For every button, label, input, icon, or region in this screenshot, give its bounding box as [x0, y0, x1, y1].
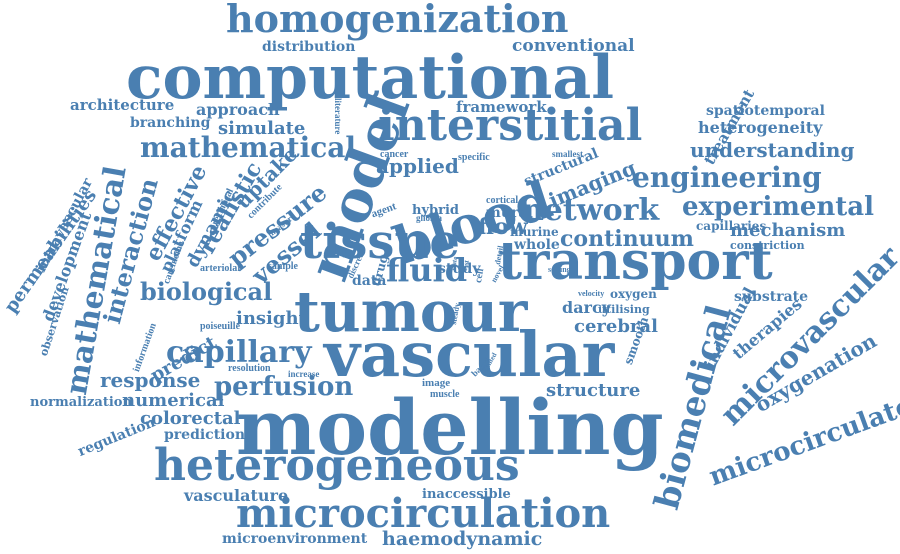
word: constriction: [730, 239, 805, 252]
word: smallest: [552, 149, 583, 159]
word: mechanism: [730, 220, 846, 241]
word: biological: [140, 277, 273, 306]
word: interstitial: [378, 100, 643, 151]
word: muscle: [430, 389, 460, 400]
word: response: [100, 368, 201, 392]
word: fluid: [386, 251, 468, 289]
word: cortical: [486, 195, 519, 206]
word: understanding: [690, 138, 855, 162]
word: heterogeneous: [154, 440, 520, 491]
word: data: [352, 273, 387, 289]
word: homogenization: [226, 0, 569, 41]
word: modelling: [236, 383, 664, 472]
word: branching: [130, 115, 211, 131]
word: velocity: [578, 289, 605, 298]
word: heterogeneity: [698, 118, 823, 137]
word: resolution: [228, 363, 271, 374]
word: vasculature: [184, 486, 289, 505]
word: spatiotemporal: [706, 103, 825, 119]
word: murine: [510, 225, 559, 239]
word: cerebral: [574, 316, 658, 337]
word: tumour: [294, 279, 528, 345]
word: study: [438, 261, 481, 277]
word: inaccessible: [422, 487, 511, 502]
word: vascular: [324, 318, 615, 391]
word: arteriolar: [200, 263, 242, 274]
word: image: [422, 377, 451, 389]
word: continuum: [560, 226, 694, 252]
word: approach: [196, 100, 280, 119]
word: perfusion: [214, 372, 354, 402]
word: substrate: [734, 289, 809, 305]
word: literature: [333, 98, 343, 135]
word: tissue: [300, 214, 460, 270]
word: mathematical: [140, 131, 357, 164]
word: glioma: [416, 213, 442, 223]
word: architecture: [70, 96, 175, 114]
word: setting: [548, 265, 571, 274]
word: numerical: [122, 390, 225, 411]
word: structure: [546, 380, 641, 401]
word: specific: [458, 152, 490, 163]
word: transport: [498, 231, 773, 292]
word: whole: [514, 237, 560, 253]
word: poiseuille: [200, 321, 241, 332]
word: framework: [456, 98, 547, 116]
word: increase: [288, 369, 320, 379]
word: capillary: [166, 335, 312, 370]
word: capillaries: [696, 219, 767, 233]
word: engineering: [632, 161, 822, 194]
word: network: [522, 193, 660, 228]
word: darcy: [562, 298, 612, 317]
word: experimental: [682, 192, 875, 222]
word: microcirculation: [236, 490, 611, 537]
word: hybrid: [412, 203, 459, 218]
word: haemodynamic: [382, 528, 543, 550]
word: normalization: [30, 395, 132, 410]
word: cancer: [380, 149, 409, 160]
word: colorectal: [140, 408, 241, 429]
word: applied: [376, 154, 459, 178]
word: insight: [236, 308, 307, 329]
word: flow: [478, 214, 528, 240]
word: distribution: [262, 39, 356, 55]
word: conventional: [512, 36, 635, 56]
word: utilising: [598, 303, 650, 316]
word: microenvironment: [222, 531, 368, 547]
word: mural: [486, 205, 533, 221]
word: simulate: [218, 118, 306, 139]
word: sample: [268, 261, 298, 272]
word: prediction: [164, 427, 246, 443]
word: oxygen: [610, 287, 657, 301]
word: computational: [126, 43, 615, 113]
